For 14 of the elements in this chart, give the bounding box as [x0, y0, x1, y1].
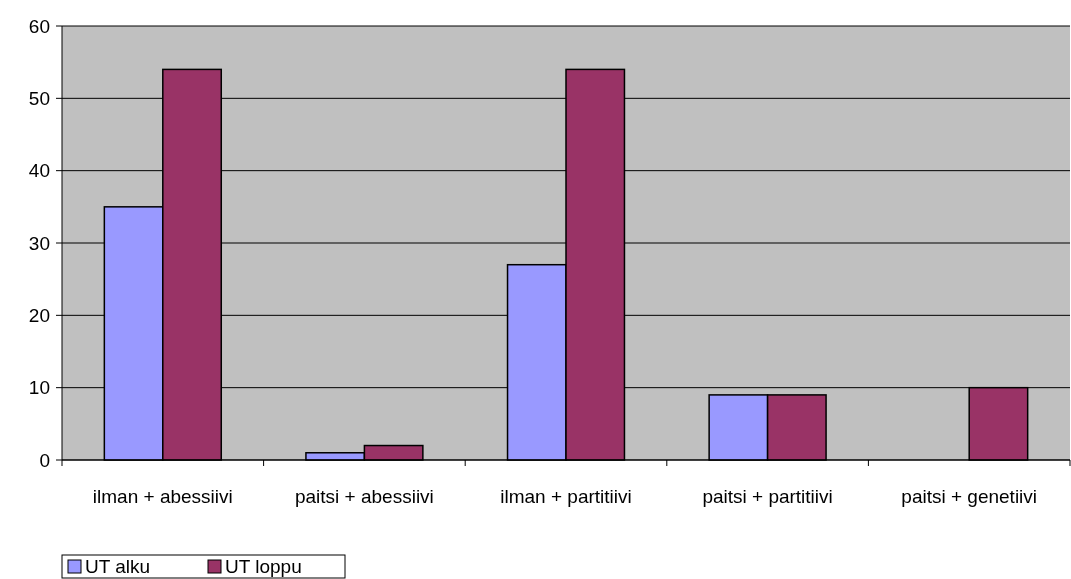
y-tick-label: 0	[39, 449, 50, 471]
y-tick-label: 10	[28, 377, 50, 399]
legend-label: UT alku	[85, 556, 151, 577]
y-tick-label: 50	[28, 87, 50, 109]
legend-label: UT loppu	[225, 556, 302, 577]
x-tick-label: paitsi + partitiivi	[702, 486, 833, 507]
x-tick-label: ilman + partitiivi	[500, 486, 632, 507]
y-tick-label: 60	[28, 15, 50, 37]
y-tick-label: 30	[28, 232, 50, 254]
y-tick-label: 20	[28, 304, 50, 326]
x-tick-label: paitsi + genetiivi	[901, 486, 1038, 507]
x-tick-label: ilman + abessiivi	[92, 486, 233, 507]
x-tick-label: paitsi + abessiivi	[294, 486, 434, 507]
y-tick-label: 40	[28, 160, 50, 182]
